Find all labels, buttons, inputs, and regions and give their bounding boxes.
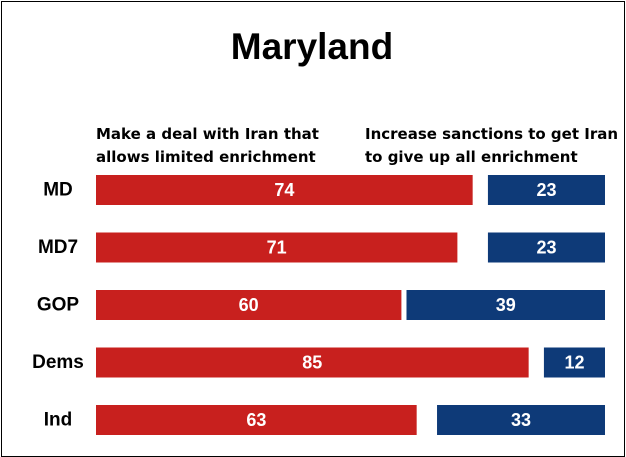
value-label-deal-md7: 71 (267, 238, 287, 258)
category-label-gop: GOP (37, 295, 80, 316)
category-label-md: MD (43, 180, 73, 201)
value-label-sanctions-gop: 39 (496, 295, 516, 315)
category-label-ind: Ind (44, 410, 73, 431)
category-label-md7: MD7 (38, 237, 78, 258)
value-label-deal-gop: 60 (239, 295, 259, 315)
value-label-deal-ind: 63 (246, 410, 266, 430)
value-label-sanctions-dems: 12 (564, 353, 584, 373)
value-label-sanctions-md7: 23 (536, 238, 556, 258)
value-label-deal-md: 74 (274, 180, 294, 200)
value-label-sanctions-md: 23 (536, 180, 556, 200)
category-label-dems: Dems (32, 352, 84, 373)
value-label-deal-dems: 85 (302, 353, 322, 373)
value-label-sanctions-ind: 33 (511, 410, 531, 430)
